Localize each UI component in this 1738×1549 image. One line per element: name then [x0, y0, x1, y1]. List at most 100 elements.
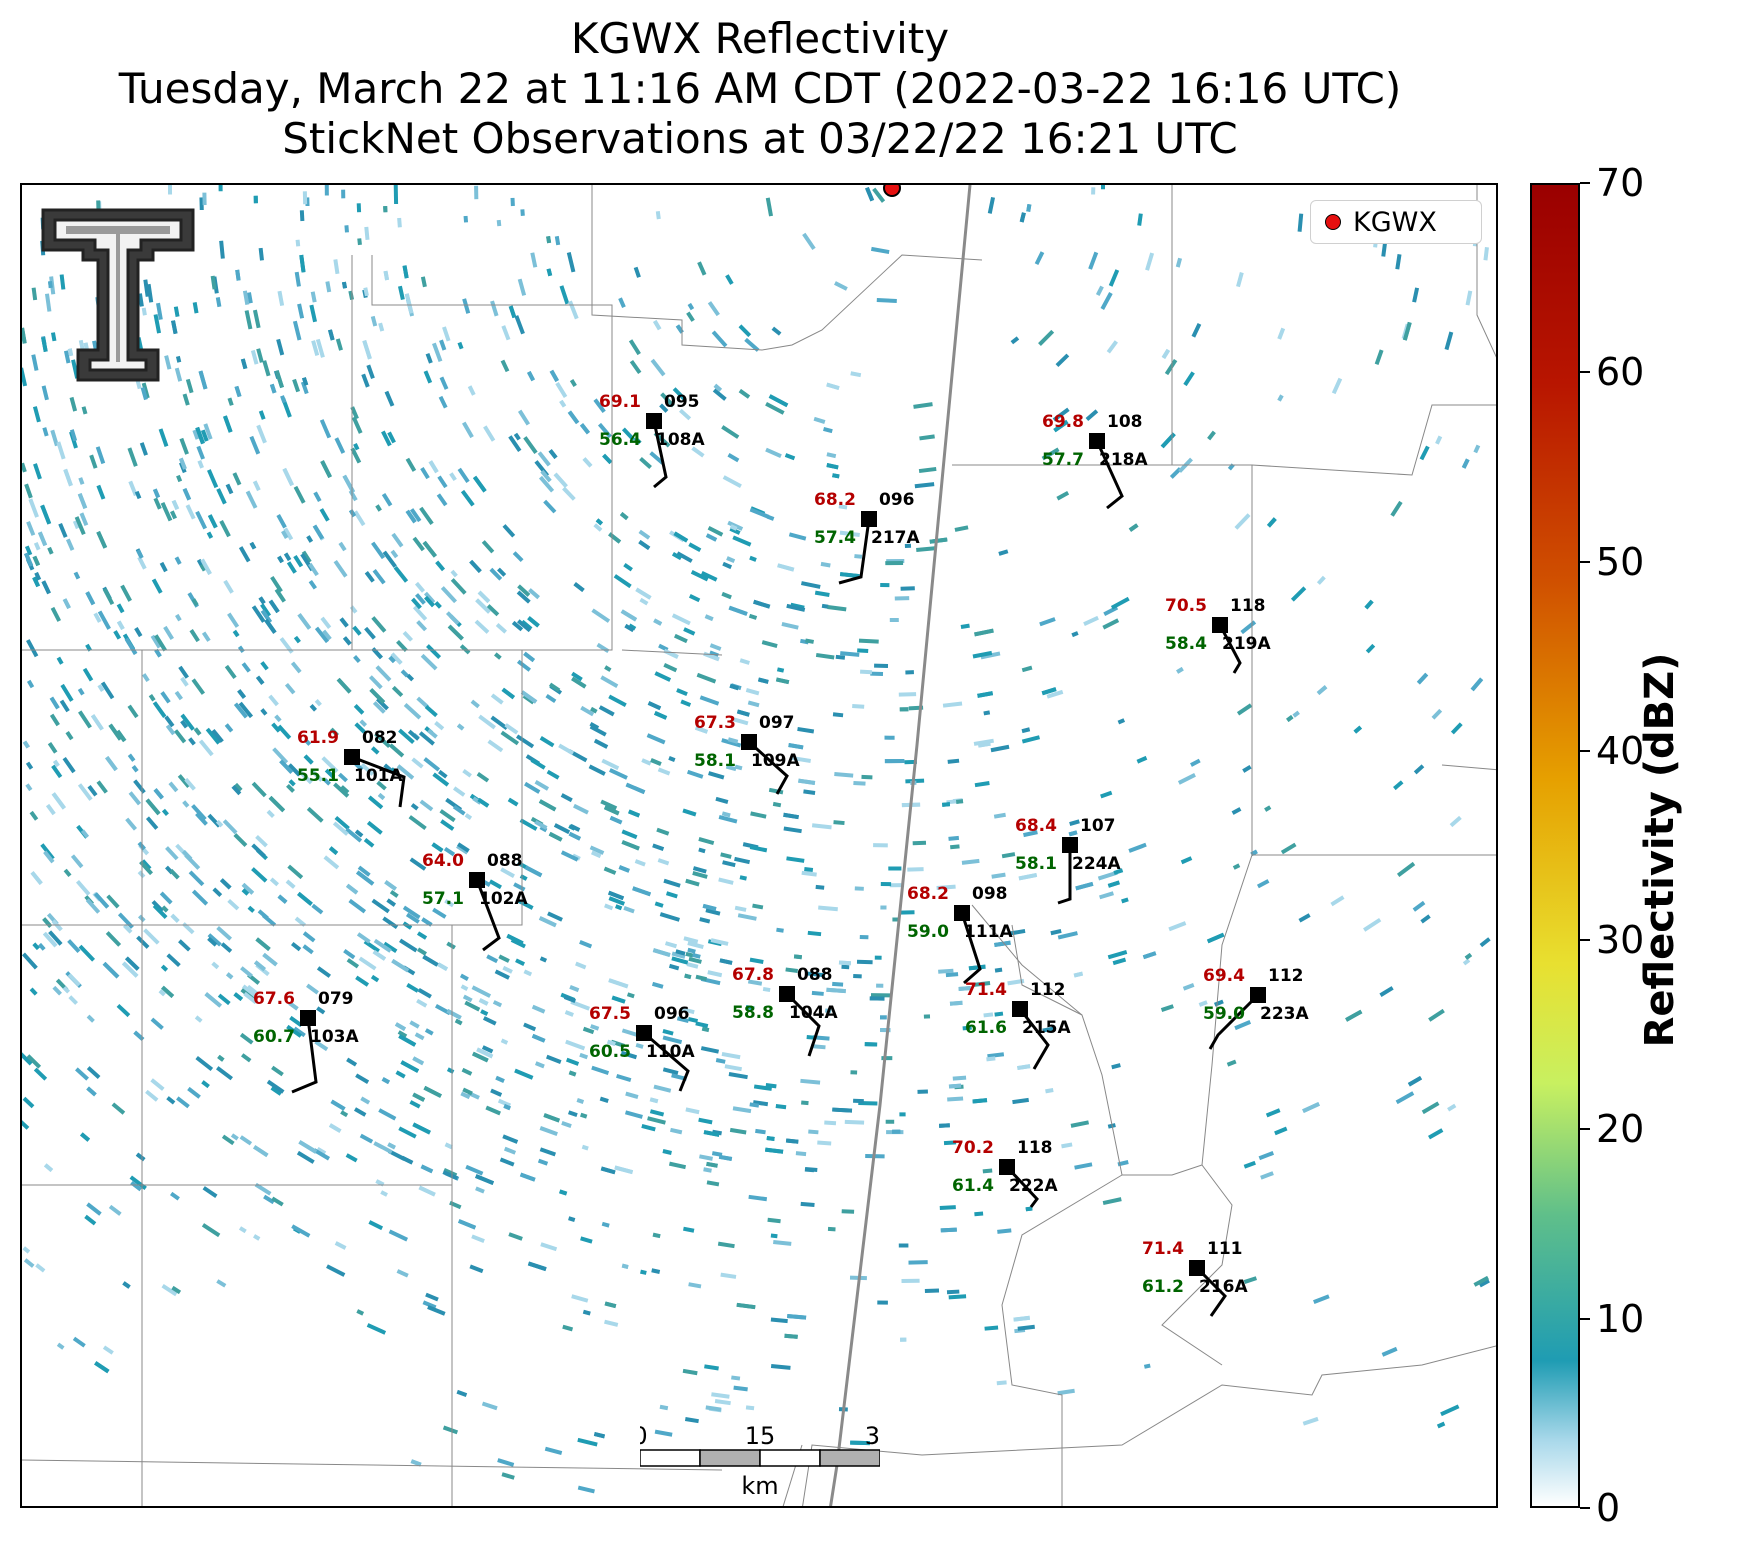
station-plot[interactable]: 71.4 112 61.6 215A — [965, 980, 1071, 1070]
radar-map-canvas: 69.1 095 56.4 108A 69.8 108 57.7 218A 68.2 096 57.… — [22, 185, 1496, 1506]
station-id: 118 — [1230, 596, 1266, 616]
station-probe-id: 222A — [1009, 1176, 1058, 1196]
station-temperature: 67.8 — [732, 965, 774, 985]
legend-label: KGWX — [1353, 207, 1437, 238]
station-temperature: 68.2 — [814, 490, 856, 510]
station-plot[interactable]: 64.0 088 57.1 102A — [422, 851, 528, 952]
station-dewpoint: 60.5 — [589, 1042, 631, 1062]
station-probe-id: 111A — [964, 922, 1013, 942]
station-marker-icon — [300, 1010, 316, 1026]
station-dewpoint: 57.4 — [814, 528, 856, 548]
station-plot[interactable]: 70.5 118 58.4 219A — [1165, 596, 1271, 674]
station-dewpoint: 60.7 — [253, 1027, 295, 1047]
station-dewpoint: 56.4 — [599, 430, 641, 450]
texas-tech-double-t-logo-icon — [41, 208, 195, 382]
reflectivity-colorbar — [1530, 183, 1580, 1508]
station-probe-id: 103A — [310, 1027, 359, 1047]
station-id: 096 — [879, 490, 915, 510]
station-probe-id: 101A — [354, 766, 403, 786]
station-dewpoint: 61.6 — [965, 1018, 1007, 1038]
wind-barb-icon — [838, 518, 871, 585]
station-marker-icon — [1250, 987, 1266, 1003]
colorbar-tick-label: 0 — [1596, 1486, 1621, 1530]
station-plot[interactable]: 69.8 108 57.7 218A — [1042, 412, 1148, 510]
station-marker-icon — [1089, 433, 1105, 449]
wind-barb-icon — [1208, 993, 1260, 1050]
station-id: 107 — [1080, 816, 1116, 836]
title-line-2: Tuesday, March 22 at 11:16 AM CDT (2022-… — [118, 64, 1402, 113]
station-plot[interactable]: 67.8 088 58.8 104A — [732, 965, 838, 1057]
station-plot[interactable]: 68.2 096 57.4 217A — [814, 490, 920, 585]
station-plot[interactable]: 67.6 079 60.7 103A — [253, 989, 359, 1094]
station-probe-id: 224A — [1072, 854, 1121, 874]
station-probe-id: 216A — [1199, 1277, 1248, 1297]
station-probe-id: 108A — [656, 430, 705, 450]
wind-barb-icon — [1218, 624, 1242, 674]
station-probe-id: 219A — [1222, 634, 1271, 654]
station-dewpoint: 55.1 — [297, 766, 339, 786]
station-marker-icon — [344, 749, 360, 765]
radar-site-marker-icon — [1325, 214, 1341, 230]
station-marker-icon — [1012, 1001, 1028, 1017]
kgwx-radar-site — [883, 185, 901, 197]
station-probe-id: 109A — [751, 751, 800, 771]
station-plot[interactable]: 71.4 111 61.2 216A — [1142, 1239, 1248, 1317]
station-plot[interactable]: 67.3 097 58.1 109A — [694, 713, 800, 795]
colorbar-tick — [1580, 182, 1590, 184]
station-dewpoint: 57.1 — [422, 889, 464, 909]
wind-barb-icon — [291, 1017, 318, 1094]
station-plot[interactable]: 67.5 096 60.5 110A — [589, 1004, 695, 1092]
wind-barb-icon — [785, 992, 821, 1057]
station-id: 098 — [972, 884, 1008, 904]
station-dewpoint: 61.2 — [1142, 1277, 1184, 1297]
colorbar-tick — [1580, 1317, 1590, 1320]
station-temperature: 61.9 — [297, 728, 339, 748]
station-dewpoint: 61.4 — [952, 1176, 994, 1196]
station-id: 088 — [797, 965, 833, 985]
station-temperature: 70.2 — [952, 1138, 994, 1158]
station-dewpoint: 57.7 — [1042, 450, 1084, 470]
station-plot[interactable]: 61.9 082 55.1 101A — [297, 728, 406, 808]
station-temperature: 69.4 — [1203, 966, 1245, 986]
colorbar-tick-label: 70 — [1596, 161, 1645, 205]
station-temperature: 68.2 — [907, 884, 949, 904]
wind-barb-icon — [652, 420, 668, 489]
reflectivity-layer — [22, 185, 1491, 1494]
station-plot[interactable]: 68.2 098 59.0 111A — [907, 884, 1013, 985]
station-marker-icon — [954, 905, 970, 921]
station-temperature: 64.0 — [422, 851, 464, 871]
station-marker-icon — [1189, 1260, 1205, 1276]
station-marker-icon — [999, 1159, 1015, 1175]
wind-barb-icon — [1195, 1266, 1227, 1317]
highway — [829, 185, 972, 1506]
scale-label-0: 0 — [640, 1424, 648, 1450]
wind-barb-icon — [1018, 1008, 1050, 1070]
station-marker-icon — [1062, 837, 1078, 853]
station-plot[interactable]: 70.2 118 61.4 222A — [952, 1138, 1058, 1208]
station-id: 079 — [318, 989, 354, 1009]
wind-barb-icon — [1095, 440, 1124, 510]
title-line-1: KGWX Reflectivity — [570, 14, 950, 63]
station-id: 088 — [487, 851, 523, 871]
station-probe-id: 215A — [1022, 1018, 1071, 1038]
colorbar-tick-label: 60 — [1596, 350, 1645, 395]
station-probe-id: 110A — [646, 1042, 695, 1062]
wind-barb-icon — [475, 879, 501, 952]
station-temperature: 67.3 — [694, 713, 736, 733]
station-temperature: 71.4 — [1142, 1239, 1184, 1259]
station-plot[interactable]: 68.4 107 58.1 224A — [1015, 816, 1121, 905]
station-marker-icon — [861, 511, 877, 527]
colorbar-tick — [1580, 371, 1590, 374]
colorbar-tick-label: 30 — [1596, 918, 1645, 963]
station-plot[interactable]: 69.4 112 59.0 223A — [1203, 966, 1309, 1050]
colorbar-tick-label: 20 — [1596, 1107, 1645, 1152]
station-id: 096 — [654, 1004, 690, 1024]
station-dewpoint: 58.4 — [1165, 634, 1207, 654]
wind-barb-icon — [643, 1031, 690, 1092]
station-plot[interactable]: 69.1 095 56.4 108A — [599, 392, 705, 489]
radar-map[interactable]: 69.1 095 56.4 108A 69.8 108 57.7 218A 68.2 096 57.… — [20, 183, 1498, 1508]
wind-barb-icon — [960, 912, 982, 985]
station-id: 082 — [362, 728, 398, 748]
colorbar-tick-label: 10 — [1596, 1296, 1645, 1341]
colorbar-tick — [1580, 1128, 1590, 1131]
